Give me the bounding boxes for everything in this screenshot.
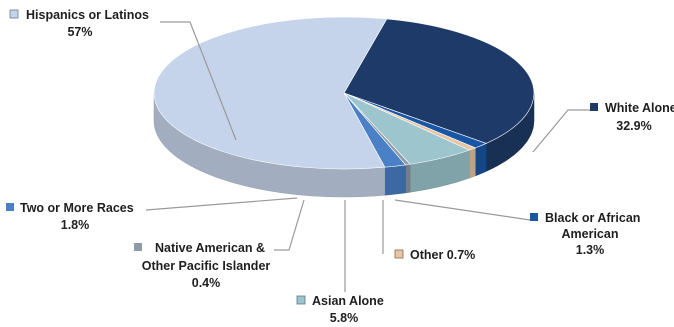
leader-line-black	[394, 199, 531, 221]
label-native: Native American & Other Pacific Islander…	[134, 241, 270, 290]
label-black-line1: Black or African	[545, 211, 640, 225]
legend-marker-two-icon	[6, 203, 14, 211]
label-asian-name: Asian Alone	[312, 294, 384, 308]
label-hispanic-name: Hispanics or Latinos	[26, 8, 149, 22]
label-white-value: 32.9%	[616, 119, 651, 133]
label-hispanic-value: 57%	[67, 25, 92, 39]
pie-sides	[153, 92, 535, 198]
leader-line-two	[145, 197, 298, 211]
label-two-value: 1.8%	[61, 218, 90, 232]
label-other: Other 0.7%	[394, 248, 475, 262]
pie-side-two-or-more-races	[384, 164, 406, 196]
label-black-line2: American	[562, 227, 619, 241]
pie-side-native-american-other-pacific-islander	[405, 163, 411, 194]
label-white: White Alone 32.9%	[590, 101, 674, 133]
label-black-value: 1.3%	[576, 243, 605, 257]
pie-layer	[153, 16, 535, 198]
label-other-text: Other 0.7%	[410, 248, 475, 262]
label-two: Two or More Races 1.8%	[6, 201, 134, 232]
leader-line-hispanic	[160, 21, 237, 141]
label-asian-value: 5.8%	[330, 311, 359, 325]
leader-line-white	[532, 109, 591, 153]
pie-side-other	[468, 147, 476, 179]
legend-marker-asian-icon	[296, 295, 306, 305]
label-white-name: White Alone	[605, 101, 674, 115]
label-native-line1: Native American &	[155, 241, 265, 255]
legend-marker-other-icon	[394, 249, 404, 259]
legend-marker-hispanic-icon	[9, 9, 19, 19]
label-asian: Asian Alone 5.8%	[296, 294, 384, 325]
leader-line-native	[274, 199, 305, 251]
pie-tops	[153, 16, 535, 170]
label-hispanic: Hispanics or Latinos 57%	[9, 8, 149, 39]
pie-slice-white-alone	[343, 18, 535, 144]
legend-marker-white-icon	[590, 103, 598, 111]
pie-slice-hispanics-or-latinos	[153, 16, 388, 170]
legend-marker-native-icon	[134, 243, 142, 251]
label-black: Black or African American 1.3%	[530, 211, 640, 257]
label-two-name: Two or More Races	[20, 201, 134, 215]
legend-marker-black-icon	[530, 213, 538, 221]
label-native-value: 0.4%	[192, 276, 221, 290]
label-native-line2: Other Pacific Islander	[142, 259, 271, 273]
leader-lines	[145, 21, 591, 292]
pie-side-black-or-african-american	[475, 143, 487, 177]
